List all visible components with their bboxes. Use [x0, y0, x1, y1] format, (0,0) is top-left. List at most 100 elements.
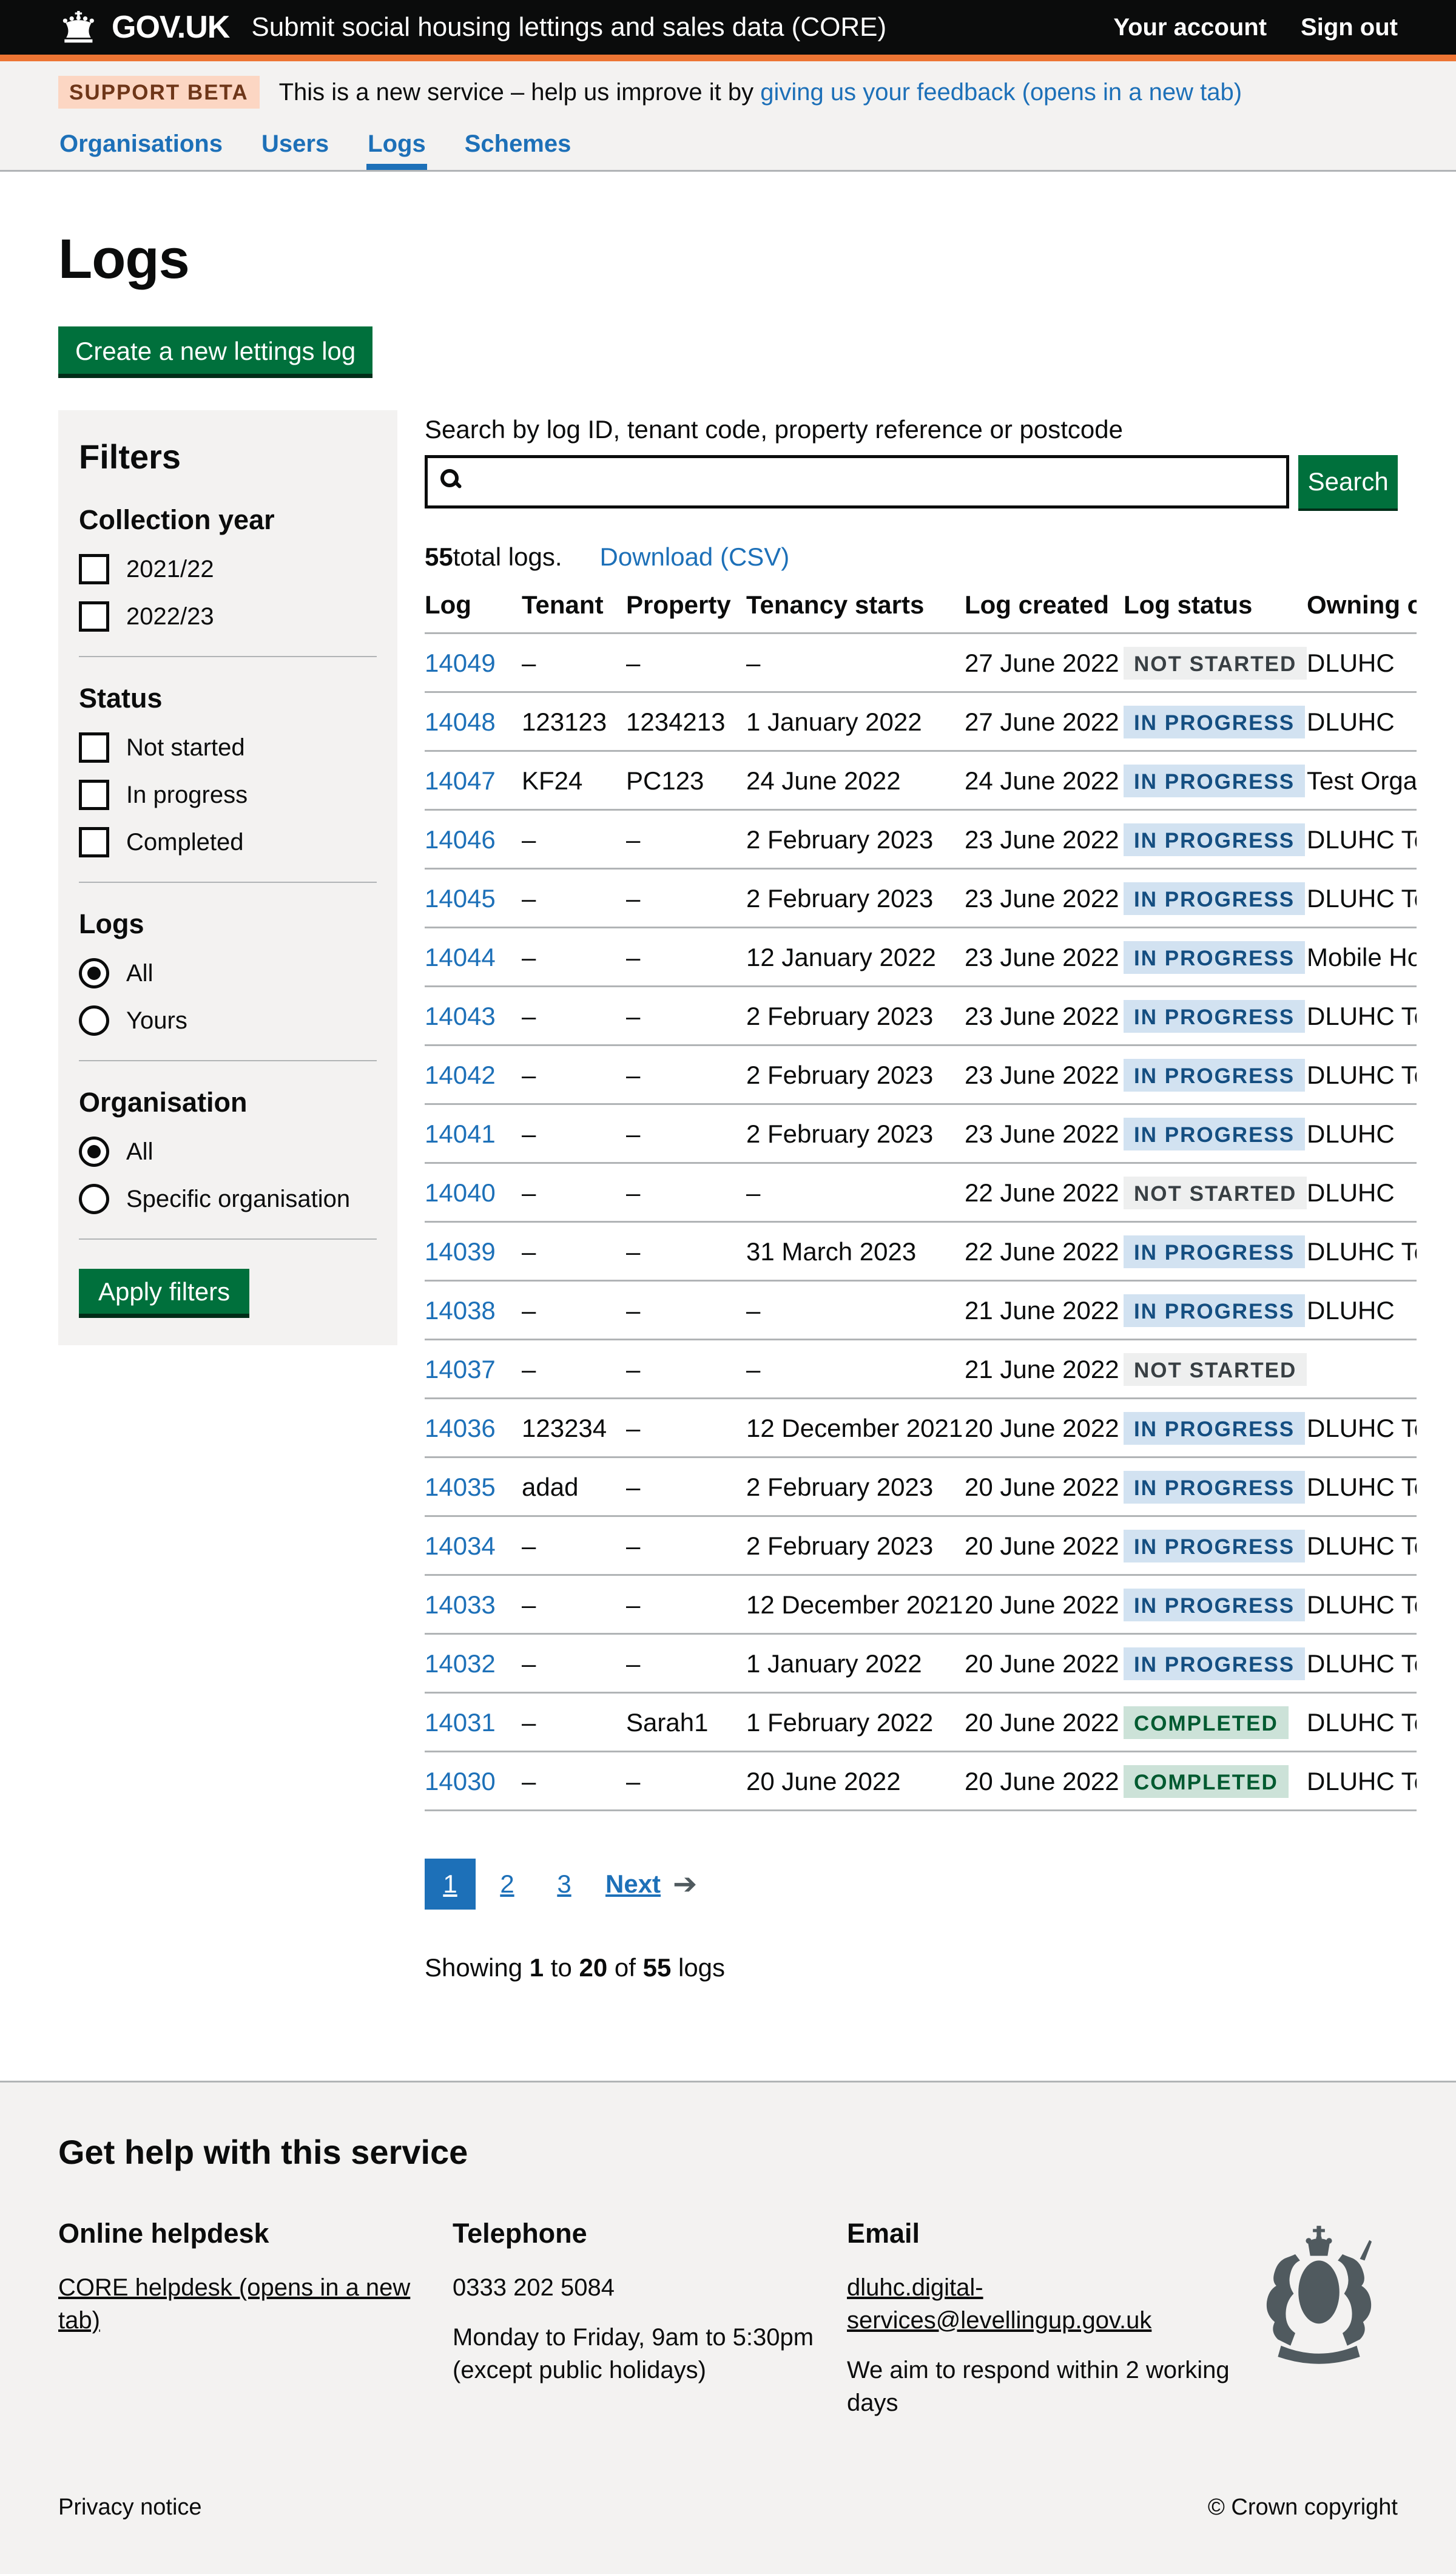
property-cell: –	[626, 1045, 746, 1105]
status-badge: In progress	[1124, 1059, 1306, 1092]
log-created-cell: 23 June 2022	[965, 868, 1124, 928]
filters-heading: Filters	[79, 437, 181, 476]
log-link[interactable]: 14049	[425, 649, 496, 677]
crown-copyright-link[interactable]: © Crown copyright	[1207, 2495, 1398, 2520]
checkbox-in-progress[interactable]	[79, 780, 109, 810]
tenant-cell: –	[522, 868, 626, 928]
arrow-right-icon[interactable]: ➔	[673, 1868, 698, 1900]
status-badge: In progress	[1124, 1294, 1306, 1327]
log-id-cell: 14046	[425, 809, 522, 870]
log-link[interactable]: 14040	[425, 1178, 496, 1207]
pagination-page-3[interactable]: 3	[557, 1870, 571, 1898]
log-link[interactable]: 14034	[425, 1532, 496, 1560]
tenancy-starts-cell: 2 February 2023	[746, 1104, 965, 1164]
email-response-note: We aim to respond within 2 working days	[847, 2357, 1230, 2416]
log-created-cell: 24 June 2022	[965, 751, 1124, 811]
log-status-cell: In progress	[1124, 809, 1307, 870]
log-link[interactable]: 14044	[425, 943, 496, 971]
log-id-cell: 14045	[425, 868, 522, 928]
log-link[interactable]: 14047	[425, 766, 496, 795]
checkbox-2022-23[interactable]	[79, 601, 109, 632]
log-link[interactable]: 14042	[425, 1061, 496, 1089]
radio-logs-all[interactable]	[79, 958, 109, 988]
owning-organisation-cell: DLUHC Tes	[1307, 1398, 1417, 1458]
filters-divider	[79, 1238, 377, 1240]
footer-col-telephone: Telephone 0333 202 5084 Monday to Friday…	[453, 2218, 847, 2403]
core-helpdesk-link[interactable]: CORE helpdesk (opens in a new tab)	[58, 2274, 411, 2334]
radio-org-all[interactable]	[79, 1137, 109, 1167]
download-csv-link[interactable]: Download (CSV)	[599, 542, 790, 571]
nav-item-logs[interactable]: Logs	[366, 124, 427, 170]
pagination-page-current[interactable]: 1	[425, 1859, 476, 1910]
nav-item-users[interactable]: Users	[261, 130, 329, 157]
log-status-cell: In progress	[1124, 751, 1307, 811]
collection-year-heading: Collection year	[79, 504, 275, 535]
log-link[interactable]: 14046	[425, 825, 496, 854]
log-id-cell: 14043	[425, 986, 522, 1046]
log-link[interactable]: 14039	[425, 1237, 496, 1266]
nav-item-schemes[interactable]: Schemes	[464, 130, 571, 157]
log-link[interactable]: 14033	[425, 1590, 496, 1619]
log-link[interactable]: 14048	[425, 708, 496, 736]
log-link[interactable]: 14030	[425, 1767, 496, 1795]
log-status-cell: In progress	[1124, 1221, 1307, 1282]
owning-organisation-cell: DLUHC Tes	[1307, 1751, 1417, 1811]
govuk-logo[interactable]: GOV.UK	[112, 10, 230, 45]
log-id-cell: 14041	[425, 1104, 522, 1164]
log-id-cell: 14039	[425, 1221, 522, 1282]
tenancy-starts-cell: 1 January 2022	[746, 692, 965, 752]
apply-filters-button[interactable]: Apply filters	[79, 1269, 250, 1314]
log-created-cell: 21 June 2022	[965, 1280, 1124, 1340]
create-lettings-log-button[interactable]: Create a new lettings log	[58, 326, 373, 374]
tenancy-starts-cell: 20 June 2022	[746, 1751, 965, 1811]
property-cell: –	[626, 1104, 746, 1164]
radio-org-specific[interactable]	[79, 1184, 109, 1214]
checkbox-completed[interactable]	[79, 827, 109, 857]
footer-col-email: Email dluhc.digital-services@levellingup…	[847, 2218, 1240, 2436]
sign-out-link[interactable]: Sign out	[1301, 13, 1398, 41]
log-status-cell: In progress	[1124, 927, 1307, 987]
checkbox-not-started[interactable]	[79, 732, 109, 763]
radio-logs-yours[interactable]	[79, 1005, 109, 1036]
log-link[interactable]: 14041	[425, 1120, 496, 1148]
log-link[interactable]: 14045	[425, 884, 496, 913]
service-name-link[interactable]: Submit social housing lettings and sales…	[251, 12, 887, 42]
log-link[interactable]: 14032	[425, 1649, 496, 1678]
log-status-cell: Not started	[1124, 1163, 1307, 1223]
email-link[interactable]: dluhc.digital-services@levellingup.gov.u…	[847, 2274, 1152, 2334]
tenant-cell: –	[522, 1575, 626, 1635]
status-heading: Status	[79, 683, 163, 714]
nav-item-organisations[interactable]: Organisations	[59, 130, 223, 157]
status-badge: Not started	[1124, 647, 1307, 680]
log-link[interactable]: 14043	[425, 1002, 496, 1030]
tenant-cell: –	[522, 1104, 626, 1164]
radio-label: All	[126, 959, 153, 987]
filters-divider	[79, 656, 377, 657]
log-link[interactable]: 14035	[425, 1473, 496, 1501]
privacy-notice-link[interactable]: Privacy notice	[58, 2495, 202, 2520]
table-row: 14039– –31 March 2023 22 June 2022 In progr…	[425, 1221, 1417, 1282]
log-created-cell: 23 June 2022	[965, 986, 1124, 1046]
search-button[interactable]: Search	[1298, 455, 1398, 508]
page-title: Logs	[58, 228, 190, 290]
tenancy-starts-cell: 2 February 2023	[746, 868, 965, 928]
log-link[interactable]: 14038	[425, 1296, 496, 1325]
checkbox-2021-22[interactable]	[79, 554, 109, 584]
feedback-link[interactable]: giving us your feedback (opens in a new …	[760, 78, 1242, 106]
search-input[interactable]	[425, 455, 1290, 508]
log-created-cell: 27 June 2022	[965, 692, 1124, 752]
tenant-cell: –	[522, 1163, 626, 1223]
property-cell: –	[626, 1280, 746, 1340]
tenancy-starts-cell: 24 June 2022	[746, 751, 965, 811]
showing-sep: to	[544, 1953, 579, 1982]
filter-option-org-specific: Specific organisation	[79, 1184, 377, 1214]
log-link[interactable]: 14031	[425, 1708, 496, 1737]
log-link[interactable]: 14037	[425, 1355, 496, 1383]
log-link[interactable]: 14036	[425, 1414, 496, 1442]
pagination-next-link[interactable]: Next	[605, 1870, 661, 1898]
total-logs-count: 55	[425, 542, 453, 571]
property-cell: 1234213	[626, 692, 746, 752]
your-account-link[interactable]: Your account	[1113, 13, 1267, 41]
status-badge: In progress	[1124, 765, 1306, 797]
pagination-page-2[interactable]: 2	[500, 1870, 514, 1898]
